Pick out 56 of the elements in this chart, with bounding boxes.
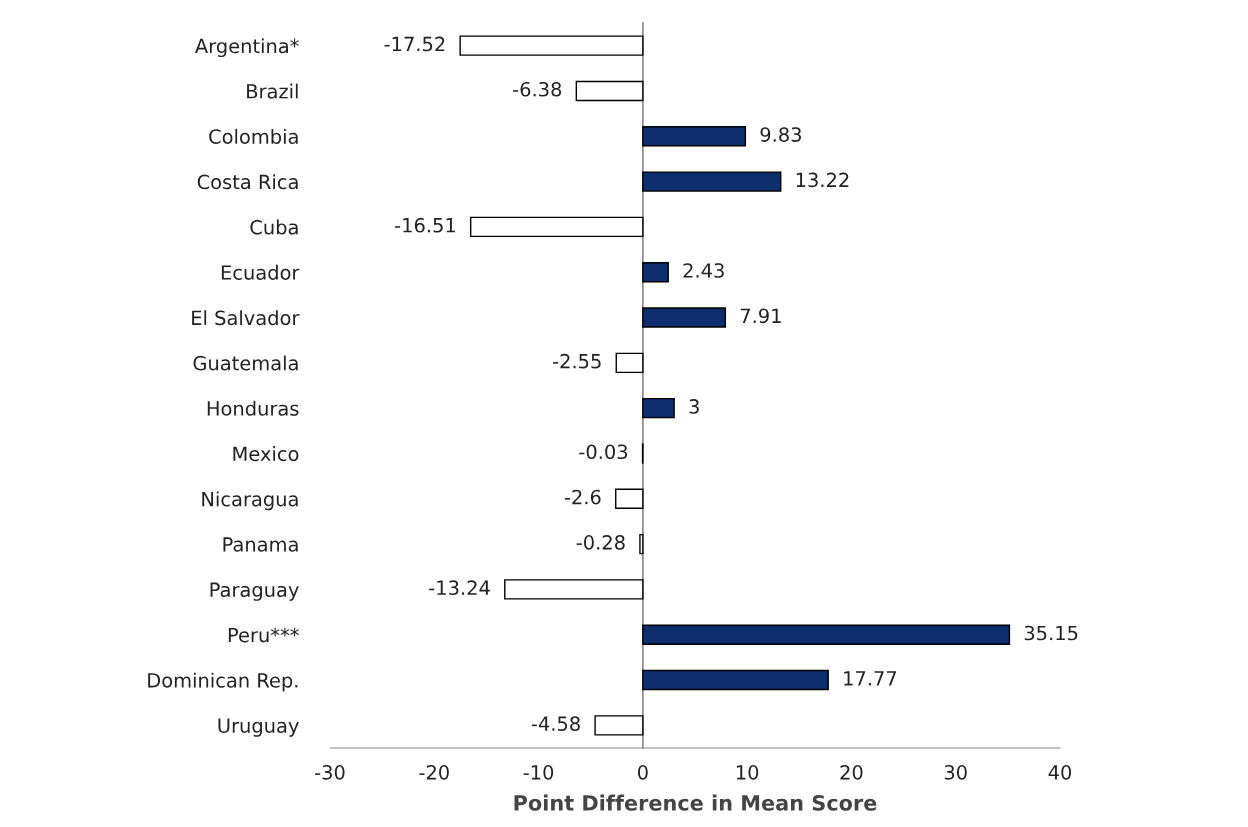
y-tick-label: Guatemala xyxy=(193,355,298,371)
bar xyxy=(575,80,644,102)
bar xyxy=(642,669,829,691)
x-tick-label: -20 xyxy=(419,765,449,780)
bar xyxy=(642,307,727,328)
bar xyxy=(615,352,644,374)
y-tick-label: Argentina* xyxy=(195,38,299,58)
bar xyxy=(642,126,747,147)
data-label: 3 xyxy=(689,399,699,414)
y-tick-label: Ecuador xyxy=(221,264,300,280)
y-tick-label: Brazil xyxy=(247,83,298,99)
data-label: -4.58 xyxy=(531,716,580,731)
y-tick-label: Cuba xyxy=(250,219,298,235)
bar xyxy=(642,397,675,419)
data-label: 17.77 xyxy=(844,671,897,686)
bar xyxy=(642,624,1011,645)
y-tick-label: Nicaragua xyxy=(202,491,298,511)
data-label: -2.6 xyxy=(564,489,601,505)
x-tick-label: -10 xyxy=(523,765,554,780)
x-tick-label: 20 xyxy=(840,765,863,780)
data-label: -13.24 xyxy=(429,580,490,596)
bar xyxy=(594,715,644,736)
data-label: 13.22 xyxy=(796,172,849,188)
y-tick-label: Colombia xyxy=(209,128,298,144)
data-label: -0.03 xyxy=(579,444,628,460)
data-label: -2.55 xyxy=(553,353,601,369)
data-label: -6.38 xyxy=(513,81,562,97)
data-label: 7.91 xyxy=(740,308,781,324)
bar xyxy=(639,533,644,555)
data-label: -0.28 xyxy=(576,535,625,550)
y-tick-label: Honduras xyxy=(207,400,299,416)
y-tick-label: Panama xyxy=(223,537,298,552)
x-tick-label: 30 xyxy=(944,765,967,780)
x-tick-label: 0 xyxy=(637,765,648,780)
y-tick-label: Mexico xyxy=(233,446,299,462)
x-tick-label: 10 xyxy=(736,765,759,780)
x-tick-label: -30 xyxy=(315,765,345,780)
y-tick-label: Costa Rica xyxy=(197,174,298,190)
bar xyxy=(615,488,644,509)
y-tick-label: Paraguay xyxy=(210,582,299,601)
x-tick-label: 40 xyxy=(1048,765,1072,780)
y-tick-label: Peru*** xyxy=(228,627,299,643)
bar xyxy=(642,262,669,283)
x-axis-title: Point Difference in Mean Score xyxy=(514,794,877,811)
bar xyxy=(469,216,644,238)
bar xyxy=(459,35,644,56)
y-tick-label: Uruguay xyxy=(218,718,299,737)
data-label: 9.83 xyxy=(760,127,801,142)
data-label: -17.52 xyxy=(384,36,445,52)
y-tick-label: El Salvador xyxy=(192,310,300,326)
data-label: 35.15 xyxy=(1024,625,1078,641)
bar xyxy=(642,171,782,192)
data-label: 2.43 xyxy=(683,263,724,278)
bar xyxy=(504,579,644,600)
y-tick-label: Dominican Rep. xyxy=(148,672,298,692)
data-label: -16.51 xyxy=(395,217,455,233)
